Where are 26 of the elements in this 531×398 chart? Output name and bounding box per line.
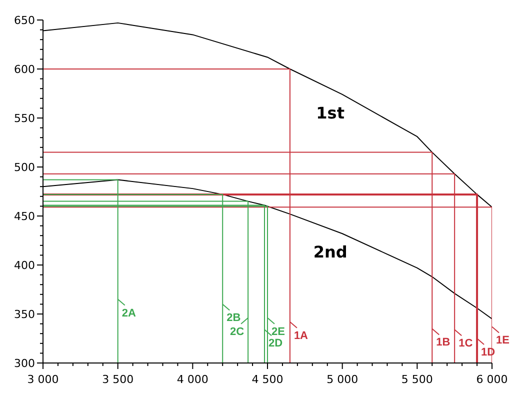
x-tick-label: 4 000 xyxy=(176,373,208,386)
annotation: 1E xyxy=(496,334,510,347)
x-tick-label: 3 000 xyxy=(27,373,59,386)
annotation: 2D xyxy=(268,338,283,350)
y-tick-label: 500 xyxy=(14,161,35,174)
annotation: 2C xyxy=(230,326,244,338)
annotation: 1C xyxy=(458,338,473,350)
series-label: 2nd xyxy=(313,242,348,262)
y-tick-label: 400 xyxy=(14,259,35,272)
y-tick-label: 650 xyxy=(14,14,35,27)
annotation: 1B xyxy=(436,336,450,349)
annotation: 2A xyxy=(122,307,136,320)
annotation: 1A xyxy=(294,330,308,342)
x-tick-label: 5 000 xyxy=(326,373,358,386)
y-tick-label: 600 xyxy=(14,63,35,76)
series-label: 1st xyxy=(316,103,345,122)
y-tick-label: 550 xyxy=(14,112,35,125)
y-tick-label: 350 xyxy=(14,308,35,321)
annotation: 2B xyxy=(226,312,241,324)
annotation: 2E xyxy=(272,326,285,338)
y-tick-label: 450 xyxy=(14,210,35,223)
x-tick-label: 4 500 xyxy=(252,373,284,386)
x-tick-label: 3 500 xyxy=(102,373,134,386)
y-tick-label: 300 xyxy=(14,357,35,370)
x-tick-label: 5 500 xyxy=(401,373,433,386)
x-tick-label: 6 000 xyxy=(476,373,508,386)
